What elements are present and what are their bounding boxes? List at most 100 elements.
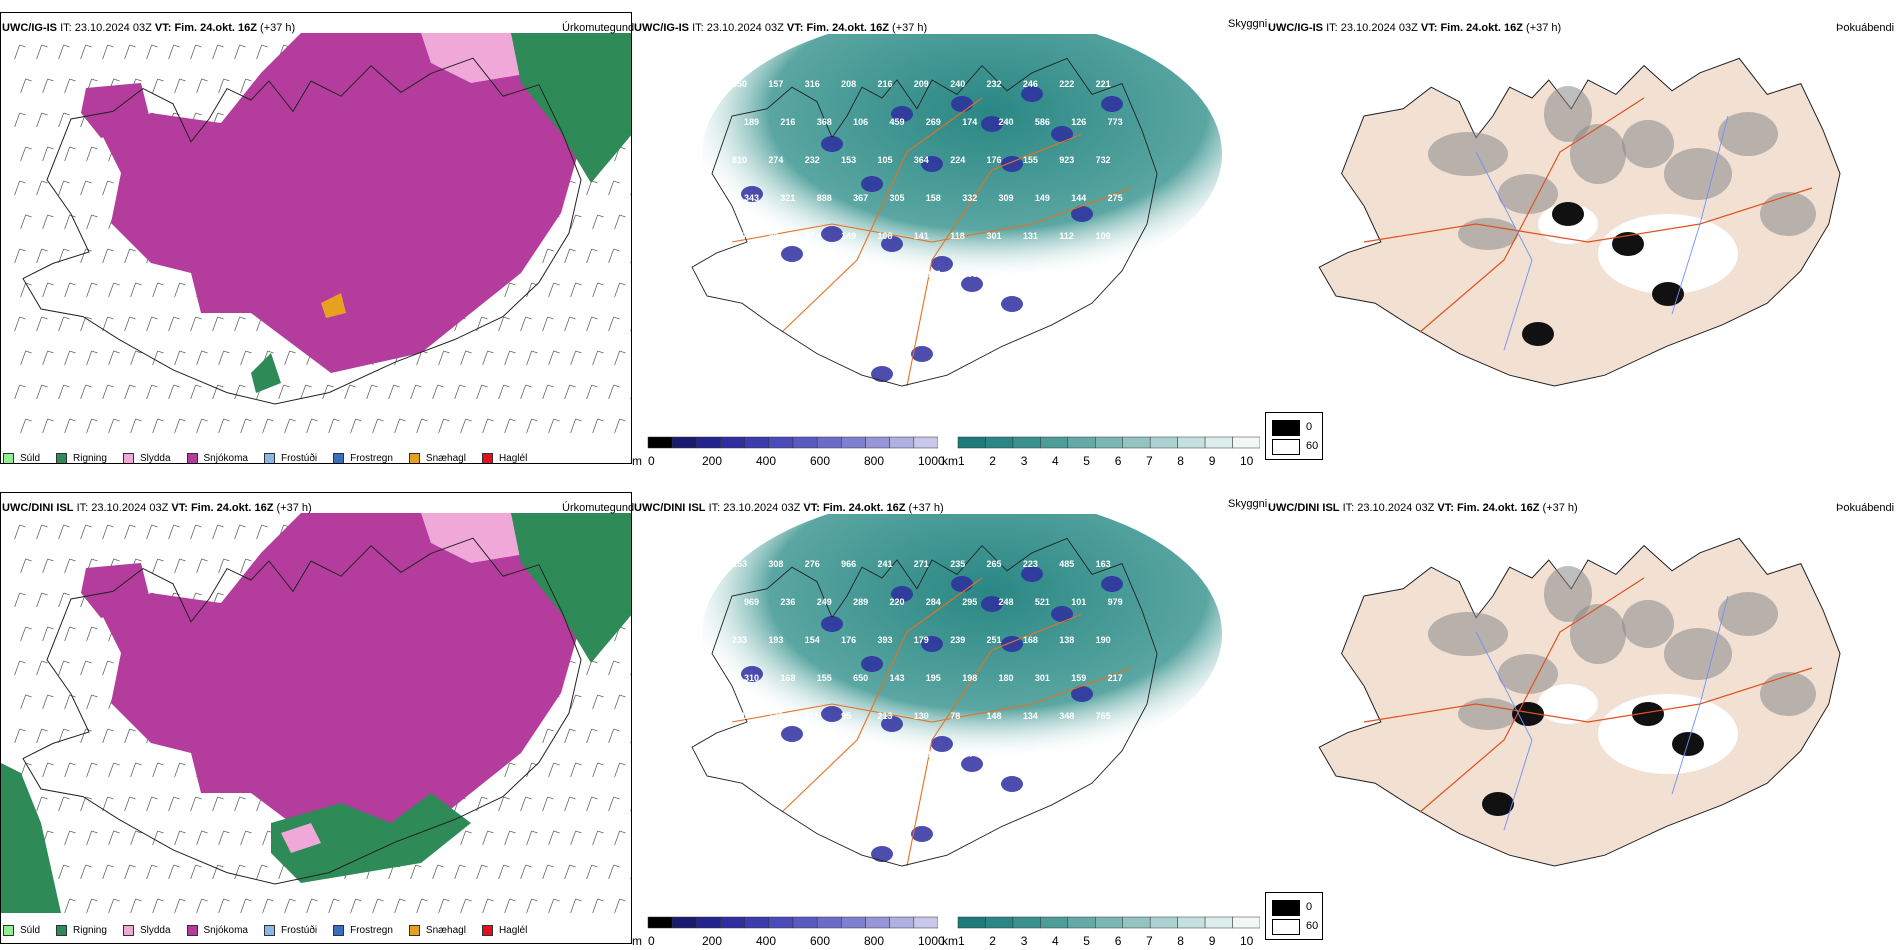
colorbar-tick: 1 (958, 934, 965, 948)
fog-gray-patch (1498, 654, 1558, 694)
low-visibility-blob (821, 226, 843, 242)
colorbar-segment (985, 436, 1014, 449)
fog-legend-black (1272, 900, 1300, 916)
fog-panel-row1 (1268, 34, 1900, 428)
colorbar-segment (744, 436, 770, 449)
visibility-label: 141 (914, 231, 929, 241)
ptype-title-row1: Úrkomutegund (562, 22, 635, 34)
colorbar-unit: m (632, 934, 642, 948)
visibility-label: 176 (841, 635, 856, 645)
ptype-legend-item: Snjókoma (186, 924, 248, 936)
visibility-label: 221 (1096, 79, 1111, 89)
visibility-label: 209 (853, 749, 868, 759)
fog-white-area (1538, 684, 1598, 724)
low-visibility-blob (1071, 206, 1093, 222)
visibility-label: 295 (732, 711, 747, 721)
legend-label: Slydda (139, 924, 171, 936)
visibility-label: 190 (1096, 635, 1111, 645)
visibility-label: 332 (962, 193, 977, 203)
visibility-label: 109 (1096, 231, 1111, 241)
colorbar-tick: 400 (756, 934, 777, 948)
colorbar-segment (957, 916, 986, 929)
visibility-label: 217 (1108, 673, 1123, 683)
fog-gray-patch (1718, 112, 1778, 156)
colorbar-segment (647, 436, 673, 449)
legend-label: Frostregn (350, 924, 393, 936)
visibility-label: 348 (1059, 711, 1074, 721)
colorbar-segment (671, 436, 697, 449)
colorbar-tick: 1000 (918, 454, 945, 468)
legend-swatch (186, 452, 198, 463)
legend-swatch (186, 924, 198, 936)
visibility-label: 249 (817, 597, 832, 607)
legend-label: Frostregn (350, 452, 393, 464)
visibility-label: 130 (914, 711, 929, 721)
colorbar-tick: 0 (648, 454, 655, 468)
colorbar-tick: 8 (1177, 454, 1184, 468)
colorbar-segment (865, 436, 890, 449)
fog-gray-patch (1760, 192, 1816, 236)
visibility-label: 193 (768, 635, 783, 645)
visibility-label: 163 (1096, 559, 1111, 569)
colorbar-segment (768, 916, 794, 929)
vis-title-row1: Skyggni (1228, 18, 1268, 30)
legend-swatch (263, 452, 275, 463)
road-network (731, 577, 1133, 867)
fog-gray-patch (1664, 628, 1732, 680)
legend-swatch (333, 452, 345, 463)
visibility-label: 224 (950, 155, 965, 165)
colorbar-unit: m (632, 454, 642, 468)
visibility-label: 144 (1071, 193, 1086, 203)
road-network (1363, 97, 1813, 333)
river-network (1475, 115, 1729, 351)
low-visibility-blob (781, 726, 803, 742)
legend-swatch (122, 924, 134, 936)
visibility-label: 969 (744, 597, 759, 607)
coastline (691, 537, 1158, 867)
visibility-label: 131 (1023, 231, 1038, 241)
visibility-label: 126 (1071, 117, 1086, 127)
visibility-label: 248 (999, 597, 1014, 607)
visibility-label: 265 (987, 559, 1002, 569)
fog-map-row2 (1318, 537, 1841, 867)
legend-label: Snæhagl (425, 452, 466, 464)
visibility-label: 298 (744, 749, 759, 759)
colorbar-segment (889, 916, 915, 929)
low-visibility-blob (1001, 296, 1023, 312)
visibility-label: 216 (878, 79, 893, 89)
ptype-legend-item: Frostregn (333, 452, 393, 464)
visibility-label: 269 (926, 117, 941, 127)
low-visibility-blob (1021, 566, 1043, 582)
visibility-label: 208 (841, 79, 856, 89)
vis-header-row1: UWC/IG-IS IT: 23.10.2024 03Z VT: Fim. 24… (634, 22, 928, 34)
visibility-label: 836 (926, 269, 941, 279)
legend-label: Súld (20, 452, 41, 464)
colorbar-tick: 2 (989, 934, 996, 948)
fog-dark-spot (1612, 232, 1644, 256)
visibility-label: 143 (890, 673, 905, 683)
visibility-label: 105 (878, 155, 893, 165)
low-visibility-blob (861, 656, 883, 672)
ptype-legend-row2: Súld Rigning Slydda Snjókoma Frostúði Frostre… (3, 919, 539, 941)
colorbar-segment (913, 436, 938, 449)
colorbar-segment (1067, 436, 1096, 449)
visibility-label: 112 (1059, 231, 1074, 241)
coastline (22, 537, 582, 885)
graupel-area (321, 293, 346, 318)
visibility-label: 305 (890, 193, 905, 203)
visibility-label: 284 (926, 597, 941, 607)
visibility-label: 216 (780, 117, 795, 127)
snow-area (101, 33, 581, 373)
visibility-label: 253 (732, 559, 747, 569)
colorbar-segment (1149, 916, 1178, 929)
legend-swatch (481, 924, 493, 936)
low-visibility-blob (881, 716, 903, 732)
colorbar-tick: 6 (1114, 934, 1122, 948)
visibility-label: 82 (999, 269, 1009, 279)
visibility-label: 146 (853, 269, 868, 279)
legend-label: Snæhagl (425, 924, 466, 936)
low-visibility-blob (911, 346, 933, 362)
visibility-label: 10 (817, 269, 827, 279)
visibility-label: 82 (926, 749, 936, 759)
ptype-legend-item: Rigning (56, 452, 107, 463)
